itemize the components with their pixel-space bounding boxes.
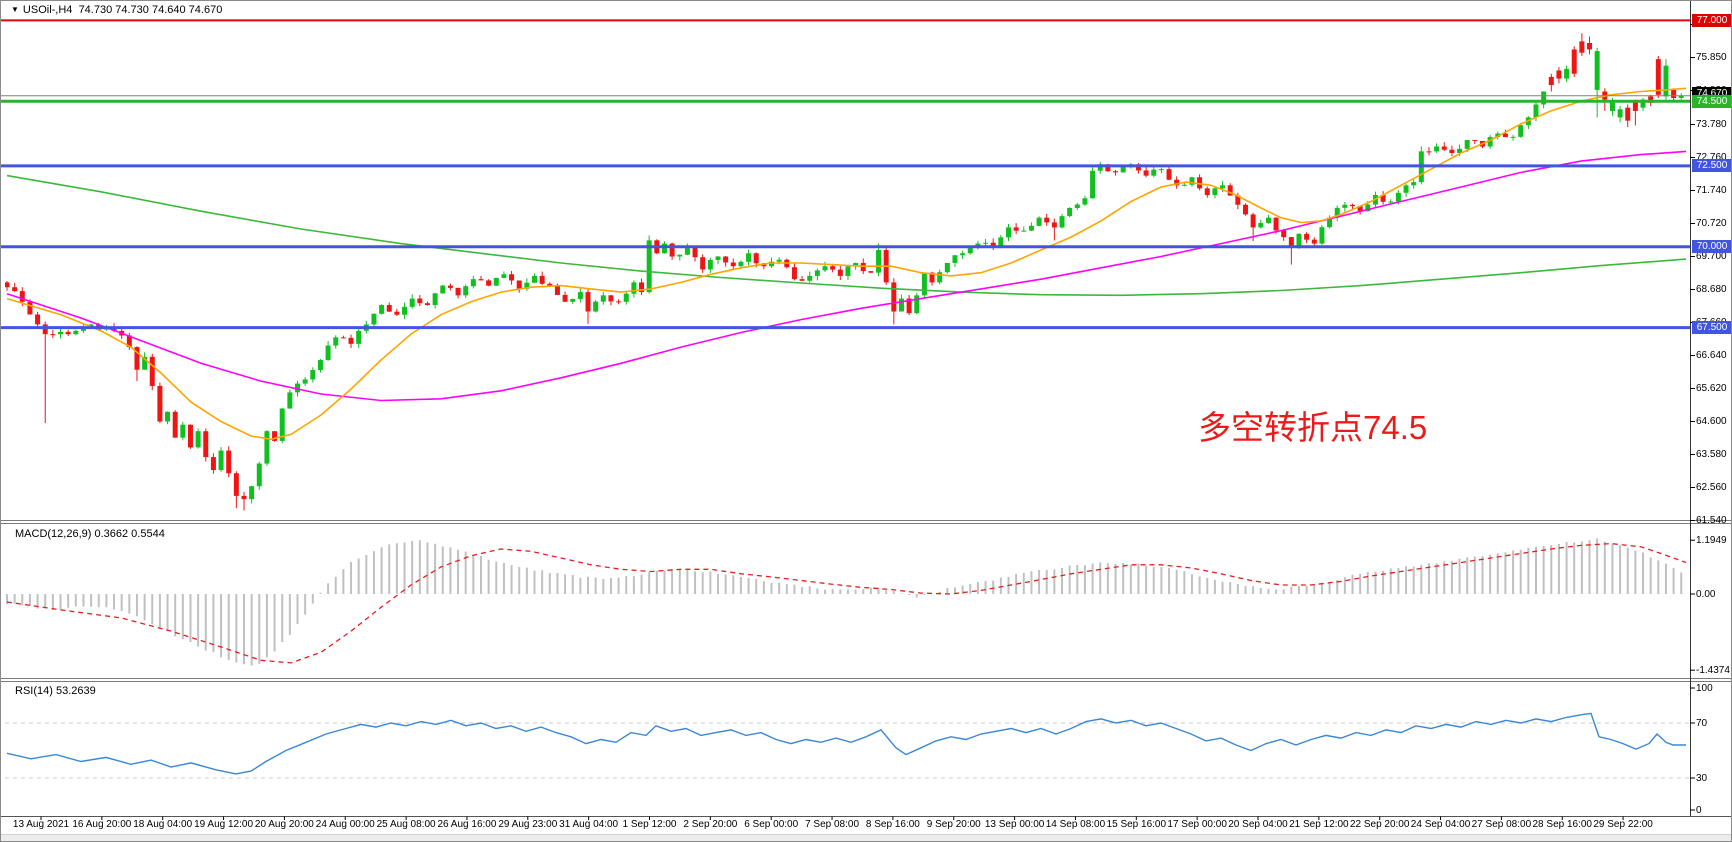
symbol-period-label: USOil-,H4 (22, 4, 73, 16)
time-label-7-Sep-08-00: 7 Sep 08:00 (805, 819, 860, 830)
time-label-29-Aug-23-00: 29 Aug 23:00 (498, 819, 558, 830)
time-label-21-Sep-12-00: 21 Sep 12:00 (1289, 819, 1349, 830)
price-tick-66.640: 66.640 (1696, 349, 1727, 361)
price-tick-73.780: 73.780 (1696, 119, 1727, 131)
price-tick-63.580: 63.580 (1696, 448, 1727, 460)
time-label-24-Sep-04-00: 24 Sep 04:00 (1410, 819, 1471, 830)
price-tick-69.700: 69.700 (1696, 251, 1727, 262)
time-label-31-Aug-04-00: 31 Aug 04:00 (559, 819, 619, 830)
price-tick-62.560: 62.560 (1696, 481, 1727, 493)
macd-pane[interactable] (6, 538, 1687, 666)
price-badge-74.500: 74.500 (1692, 94, 1731, 108)
rsi-tick-30: 30 (1696, 772, 1708, 784)
price-badge-70.000: 70.000 (1692, 240, 1731, 254)
price-tick-65.620: 65.620 (1696, 382, 1727, 394)
time-label-20-Sep-04-00: 20 Sep 04:00 (1228, 819, 1288, 830)
time-label-25-Aug-08-00: 25 Aug 08:00 (376, 819, 436, 830)
ma-slow-line (6, 174, 1687, 297)
rsi-pane[interactable] (5, 712, 1690, 779)
ohlc-quotes-label: 74.730 74.730 74.640 74.670 (78, 4, 223, 16)
rsi-tick-0: 0 (1696, 804, 1702, 816)
time-axis[interactable]: 13 Aug 2021 16 Aug 20:00 18 Aug 04:00 19 Au… (1, 819, 1691, 835)
macd-tick-1.1949: 1.1949 (1696, 534, 1727, 546)
time-label-22-Sep-20-00: 22 Sep 20:00 (1349, 819, 1410, 830)
price-tick-64.600: 64.600 (1696, 415, 1727, 427)
time-label-16-Aug-20-00: 16 Aug 20:00 (72, 819, 132, 830)
rsi-tick-70: 70 (1696, 717, 1708, 729)
time-label-6-Sep-00-00: 6 Sep 00:00 (744, 819, 799, 830)
time-label-26-Aug-16-00: 26 Aug 16:00 (437, 819, 497, 830)
candles-layer (5, 33, 1684, 511)
price-tick-75.850: 75.850 (1696, 52, 1727, 64)
price-tick-71.740: 71.740 (1696, 185, 1727, 196)
annotation-text: 多空转折点74.5 (1198, 409, 1428, 446)
time-label-8-Sep-16-00: 8 Sep 16:00 (865, 819, 920, 830)
time-label-9-Sep-20-00: 9 Sep 20:00 (926, 819, 981, 830)
time-label-24-Aug-00-00: 24 Aug 00:00 (315, 819, 375, 830)
time-label-2-Sep-20-00: 2 Sep 20:00 (683, 819, 738, 830)
chart-title: ▼ USOil-,H4 74.730 74.730 74.640 74.670 (11, 4, 222, 16)
price-badge-67.500: 67.500 (1692, 321, 1731, 335)
ma-fast-line (6, 87, 1687, 441)
price-axis[interactable]: 76.87075.85074.83073.78072.76071.74070.7… (1691, 1, 1731, 817)
time-label-14-Sep-08-00: 14 Sep 08:00 (1045, 819, 1106, 830)
price-badge-77.000: 77.000 (1692, 13, 1731, 27)
bottom-strip (1, 834, 1731, 841)
time-label-13-Aug-2021: 13 Aug 2021 (12, 819, 70, 830)
macd-signal-line (6, 542, 1687, 664)
rsi-line (6, 712, 1686, 775)
macd-tick--1.4374: -1.4374 (1696, 664, 1730, 676)
rsi-tick-100: 100 (1696, 682, 1713, 694)
time-label-27-Sep-08-00: 27 Sep 08:00 (1471, 819, 1532, 830)
time-label-29-Sep-22-00: 29 Sep 22:00 (1593, 819, 1653, 830)
time-label-19-Aug-12-00: 19 Aug 12:00 (194, 819, 254, 830)
price-tick-70.720: 70.720 (1696, 218, 1727, 229)
time-label-15-Sep-16-00: 15 Sep 16:00 (1106, 819, 1167, 830)
price-badge-72.500: 72.500 (1692, 159, 1731, 173)
symbol-dropdown-icon[interactable]: ▼ (11, 5, 19, 14)
macd-tick-0.00: 0.00 (1696, 588, 1716, 600)
macd-indicator-label: MACD(12,26,9) 0.3662 0.5544 (15, 528, 165, 540)
macd-histogram (6, 538, 1683, 666)
rsi-indicator-label: RSI(14) 53.2639 (15, 685, 96, 697)
time-label-1-Sep-12-00: 1 Sep 12:00 (622, 819, 677, 830)
time-label-20-Aug-20-00: 20 Aug 20:00 (254, 819, 314, 830)
ma-mid-line (6, 150, 1687, 402)
main-price-pane[interactable] (5, 33, 1687, 511)
price-tick-61.540: 61.540 (1696, 514, 1727, 526)
price-tick-72.760: 72.760 (1696, 152, 1727, 163)
time-label-18-Aug-04-00: 18 Aug 04:00 (133, 819, 193, 830)
time-label-28-Sep-16-00: 28 Sep 16:00 (1532, 819, 1593, 830)
time-label-13-Sep-00-00: 13 Sep 00:00 (984, 819, 1045, 830)
price-tick-68.680: 68.680 (1696, 284, 1727, 295)
time-label-17-Sep-00-00: 17 Sep 00:00 (1167, 819, 1227, 830)
